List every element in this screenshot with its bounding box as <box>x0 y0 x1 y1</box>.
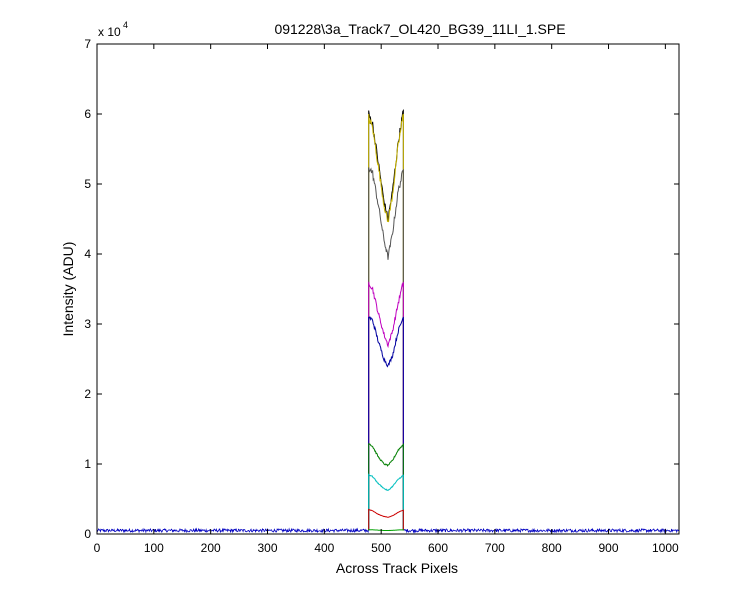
plot-area <box>96 43 680 535</box>
y-tick-label: 7 <box>84 37 91 51</box>
x-tick-label: 600 <box>428 541 448 555</box>
x-tick-label: 0 <box>94 541 101 555</box>
x-tick-label: 700 <box>485 541 505 555</box>
series-layer <box>96 108 680 534</box>
y-tick-label: 2 <box>84 387 91 401</box>
series-line-6 <box>368 442 404 531</box>
y-tick-label: 5 <box>84 177 91 191</box>
series-line-8 <box>368 508 404 531</box>
x-axis-label: Across Track Pixels <box>336 560 458 576</box>
series-line-3 <box>368 167 404 531</box>
series-line-4 <box>368 281 404 531</box>
x-axis-ticks: 0 100 200 300 400 500 600 700 800 900 1000 <box>94 44 679 555</box>
y-axis-ticks: 0 1 2 3 4 5 6 7 <box>84 37 679 541</box>
series-baseline-left <box>96 527 370 534</box>
y-tick-label: 0 <box>84 527 91 541</box>
x-tick-label: 300 <box>257 541 277 555</box>
x-tick-label: 900 <box>599 541 619 555</box>
x-tick-label: 200 <box>201 541 221 555</box>
chart-title: 091228\3a_Track7_OL420_BG39_11LI_1.SPE <box>274 21 565 37</box>
x-tick-label: 800 <box>542 541 562 555</box>
series-line-2 <box>368 113 404 531</box>
y-multiplier-exponent: 4 <box>123 20 128 30</box>
y-axis-label: Intensity (ADU) <box>60 242 76 337</box>
y-multiplier-base: x 10 <box>98 25 121 39</box>
x-tick-label: 400 <box>314 541 334 555</box>
y-tick-label: 3 <box>84 317 91 331</box>
series-line-9 <box>368 529 404 532</box>
y-tick-label: 6 <box>84 107 91 121</box>
x-tick-label: 500 <box>371 541 391 555</box>
y-tick-label: 4 <box>84 247 91 261</box>
y-tick-label: 1 <box>84 457 91 471</box>
x-tick-label: 100 <box>144 541 164 555</box>
x-tick-label: 1000 <box>652 541 679 555</box>
series-line-7 <box>368 473 404 531</box>
series-line-5 <box>368 316 404 531</box>
series-baseline-right <box>403 527 680 534</box>
